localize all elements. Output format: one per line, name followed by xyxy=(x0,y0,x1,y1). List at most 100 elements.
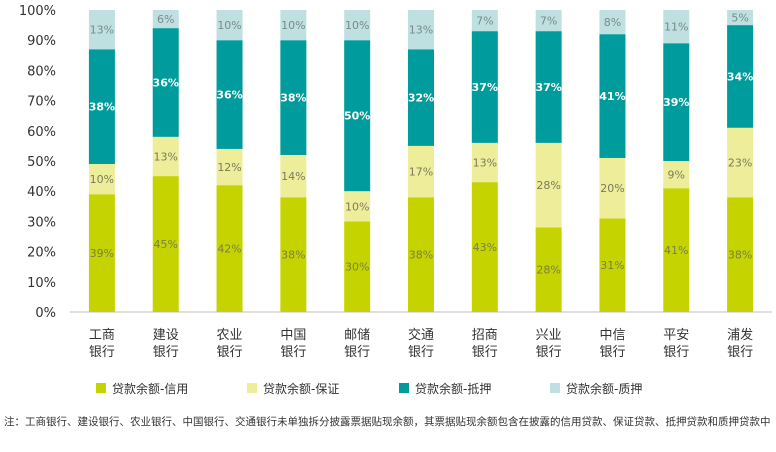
x-tick-label: 银行 xyxy=(344,345,370,360)
data-label: 23% xyxy=(728,157,752,170)
bar-segment xyxy=(535,31,562,143)
data-label: 6% xyxy=(157,13,174,26)
data-label: 38% xyxy=(280,92,306,105)
data-label: 14% xyxy=(281,170,305,183)
legend-label: 贷款余额-信用 xyxy=(112,381,188,396)
stacked-bar-chart: 0% 10% 20% 30% 40% 50% 60% 70% 80% 90% 100% 39% 10% 3… xyxy=(19,4,772,396)
bar-segment xyxy=(216,185,243,312)
data-label: 20% xyxy=(600,182,624,195)
data-label: 11% xyxy=(664,21,688,34)
bar-segment xyxy=(471,31,498,143)
y-tick-label: 30% xyxy=(27,215,56,230)
x-tick-label: 中信 xyxy=(599,328,625,343)
x-tick-label: 交通 xyxy=(408,327,434,343)
x-tick-label: 银行 xyxy=(599,345,625,360)
data-label: 34% xyxy=(727,70,753,83)
data-label: 10% xyxy=(345,19,369,32)
data-label: 43% xyxy=(473,241,497,254)
data-label: 41% xyxy=(664,244,688,257)
data-label: 30% xyxy=(345,261,369,274)
bar-segment xyxy=(216,10,243,41)
data-label: 10% xyxy=(90,173,114,186)
footnote: 注：工商银行、建设银行、农业银行、中国银行、交通银行未单独拆分披露票据贴现余额，… xyxy=(4,416,771,428)
x-tick-label: 建设 xyxy=(153,328,179,343)
x-tick-label: 邮储 xyxy=(344,328,370,343)
data-label: 10% xyxy=(345,200,369,213)
data-label: 41% xyxy=(599,90,625,103)
y-tick-label: 20% xyxy=(27,246,56,261)
x-tick-label: 银行 xyxy=(727,345,753,360)
x-tick-label: 银行 xyxy=(153,345,179,360)
x-tick-label: 银行 xyxy=(663,345,689,360)
y-tick-label: 60% xyxy=(27,125,56,140)
y-tick-label: 90% xyxy=(27,34,56,49)
legend-label: 贷款余额-质押 xyxy=(566,381,642,396)
data-label: 10% xyxy=(281,19,305,32)
bar-segment xyxy=(727,25,754,128)
bar-segment xyxy=(408,197,434,312)
x-tick-label: 工商 xyxy=(89,328,115,343)
bar-segment xyxy=(535,10,562,32)
bar-segment xyxy=(599,34,626,158)
y-tick-label: 40% xyxy=(27,185,56,200)
bar-segment xyxy=(344,191,371,222)
bar-segment xyxy=(344,221,371,312)
x-tick-label: 银行 xyxy=(89,345,115,360)
x-tick-label: 浦发 xyxy=(727,327,753,343)
bar-segment xyxy=(599,218,626,312)
bar-segment xyxy=(408,145,434,198)
x-tick-label: 银行 xyxy=(217,345,243,360)
data-label: 13% xyxy=(473,157,497,170)
data-label: 8% xyxy=(604,16,621,29)
bar-segment xyxy=(216,148,243,186)
bar-segment xyxy=(727,10,754,26)
legend-swatch xyxy=(247,383,257,393)
data-label: 32% xyxy=(408,92,434,105)
bar-segment xyxy=(152,10,179,29)
data-label: 7% xyxy=(476,15,493,28)
bar-segment xyxy=(344,10,371,41)
y-tick-label: 70% xyxy=(27,95,56,110)
data-label: 12% xyxy=(217,161,241,174)
data-label: 39% xyxy=(663,96,689,109)
data-label: 7% xyxy=(540,15,557,28)
y-tick-label: 0% xyxy=(35,306,56,321)
bar-segment xyxy=(408,49,434,146)
bar-segment xyxy=(88,10,115,50)
bar-segment xyxy=(280,154,307,198)
data-label: 38% xyxy=(281,249,305,262)
data-label: 37% xyxy=(472,81,498,94)
bar-segment xyxy=(152,136,179,177)
data-label: 31% xyxy=(600,259,624,272)
data-label: 37% xyxy=(535,81,561,94)
bar-segment xyxy=(663,161,690,189)
x-tick-label: 招商 xyxy=(472,328,498,343)
bar-segment xyxy=(471,142,498,183)
bar-segment xyxy=(535,142,562,228)
bar-segment xyxy=(216,40,243,149)
data-label: 28% xyxy=(536,179,560,192)
bar-segment xyxy=(599,10,626,35)
x-tick-label: 银行 xyxy=(536,345,562,360)
bar-segment xyxy=(280,197,307,312)
y-tick-label: 50% xyxy=(27,155,56,170)
bar-segment xyxy=(727,197,754,312)
data-label: 13% xyxy=(154,150,178,163)
legend-swatch xyxy=(96,383,106,393)
data-label: 13% xyxy=(90,24,114,37)
legend-swatch xyxy=(550,383,560,393)
bar-segment xyxy=(471,182,498,312)
y-tick-label: 10% xyxy=(27,276,56,291)
bar-segment xyxy=(471,10,498,32)
bar-segment xyxy=(88,164,115,195)
bar-segment xyxy=(344,40,371,192)
bar-segment xyxy=(280,10,307,41)
x-tick-label: 银行 xyxy=(280,345,306,360)
data-label: 9% xyxy=(668,169,685,182)
data-label: 17% xyxy=(409,166,433,179)
data-label: 42% xyxy=(217,243,241,256)
data-label: 13% xyxy=(409,24,433,37)
bar-segment xyxy=(152,176,179,312)
bar-segment xyxy=(535,227,562,312)
bar-segment xyxy=(599,157,626,219)
